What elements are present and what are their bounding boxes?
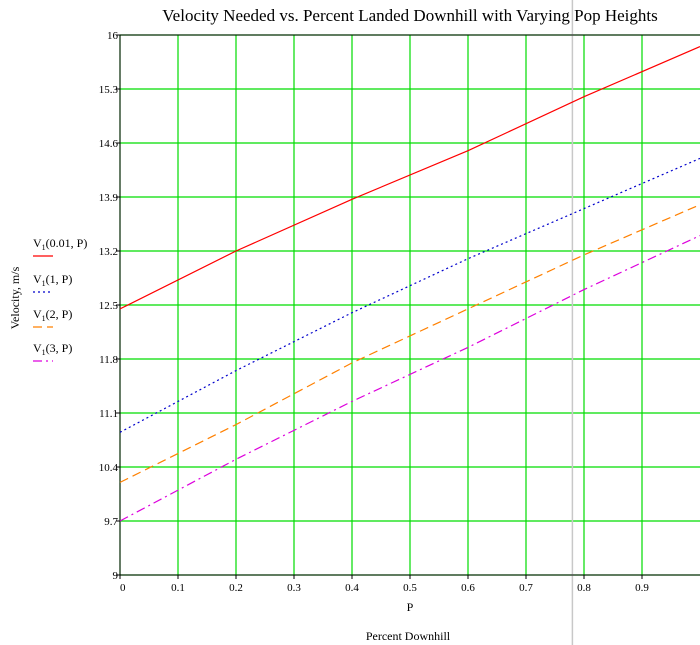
x-tick-label: 0.5 — [403, 582, 417, 594]
y-tick-label: 14.6 — [99, 138, 119, 150]
x-axis-title: Percent Downhill — [366, 629, 451, 643]
y-axis-label: Velocity, m/s — [8, 266, 22, 329]
legend: V1(0.01, P) V1(1, P) V1(2, P) V1(3, P) — [33, 236, 87, 362]
y-tick-label: 12.5 — [99, 300, 119, 312]
y-tick-label: 16 — [107, 30, 119, 42]
series-line-1 — [119, 46, 700, 310]
series-line-3 — [119, 204, 700, 483]
legend-entry-label: V1(1, P) — [33, 272, 72, 288]
y-tick-label: 13.2 — [99, 246, 118, 258]
series-lines — [119, 46, 700, 522]
grid — [119, 34, 700, 576]
y-tick-label: 10.4 — [99, 462, 119, 474]
series-line-2 — [119, 157, 700, 433]
legend-entry-label: V1(3, P) — [33, 341, 72, 357]
legend-entry-label: V1(0.01, P) — [33, 236, 87, 252]
y-tick-label: 13.9 — [99, 192, 119, 204]
series-line-4 — [119, 235, 700, 522]
x-tick-label: 0.8 — [577, 582, 591, 594]
x-tick-label: 0 — [120, 582, 126, 594]
x-tick-label: 0.7 — [519, 582, 533, 594]
x-tick-label: 0.4 — [345, 582, 359, 594]
x-tick-label: 0.1 — [171, 582, 185, 594]
y-tick-label: 9.7 — [104, 516, 118, 528]
y-tick-label: 15.3 — [99, 84, 119, 96]
y-tick-label: 9 — [113, 570, 119, 582]
x-axis-ticks: 0 0.1 0.2 0.3 0.4 0.5 0.6 0.7 0.8 0.9 — [119, 575, 649, 594]
x-axis-label: P — [407, 600, 414, 614]
y-axis-ticks: 9 9.7 10.4 11.1 11.8 12.5 13.2 13.9 14.6 15.3 16 — [99, 30, 120, 582]
x-tick-label: 0.9 — [635, 582, 649, 594]
x-tick-label: 0.6 — [461, 582, 475, 594]
y-tick-label: 11.1 — [99, 408, 118, 420]
x-tick-label: 0.3 — [287, 582, 301, 594]
legend-entry-label: V1(2, P) — [33, 307, 72, 323]
x-tick-label: 0.2 — [229, 582, 243, 594]
chart-title: Velocity Needed vs. Percent Landed Downh… — [162, 6, 657, 25]
y-tick-label: 11.8 — [99, 354, 118, 366]
